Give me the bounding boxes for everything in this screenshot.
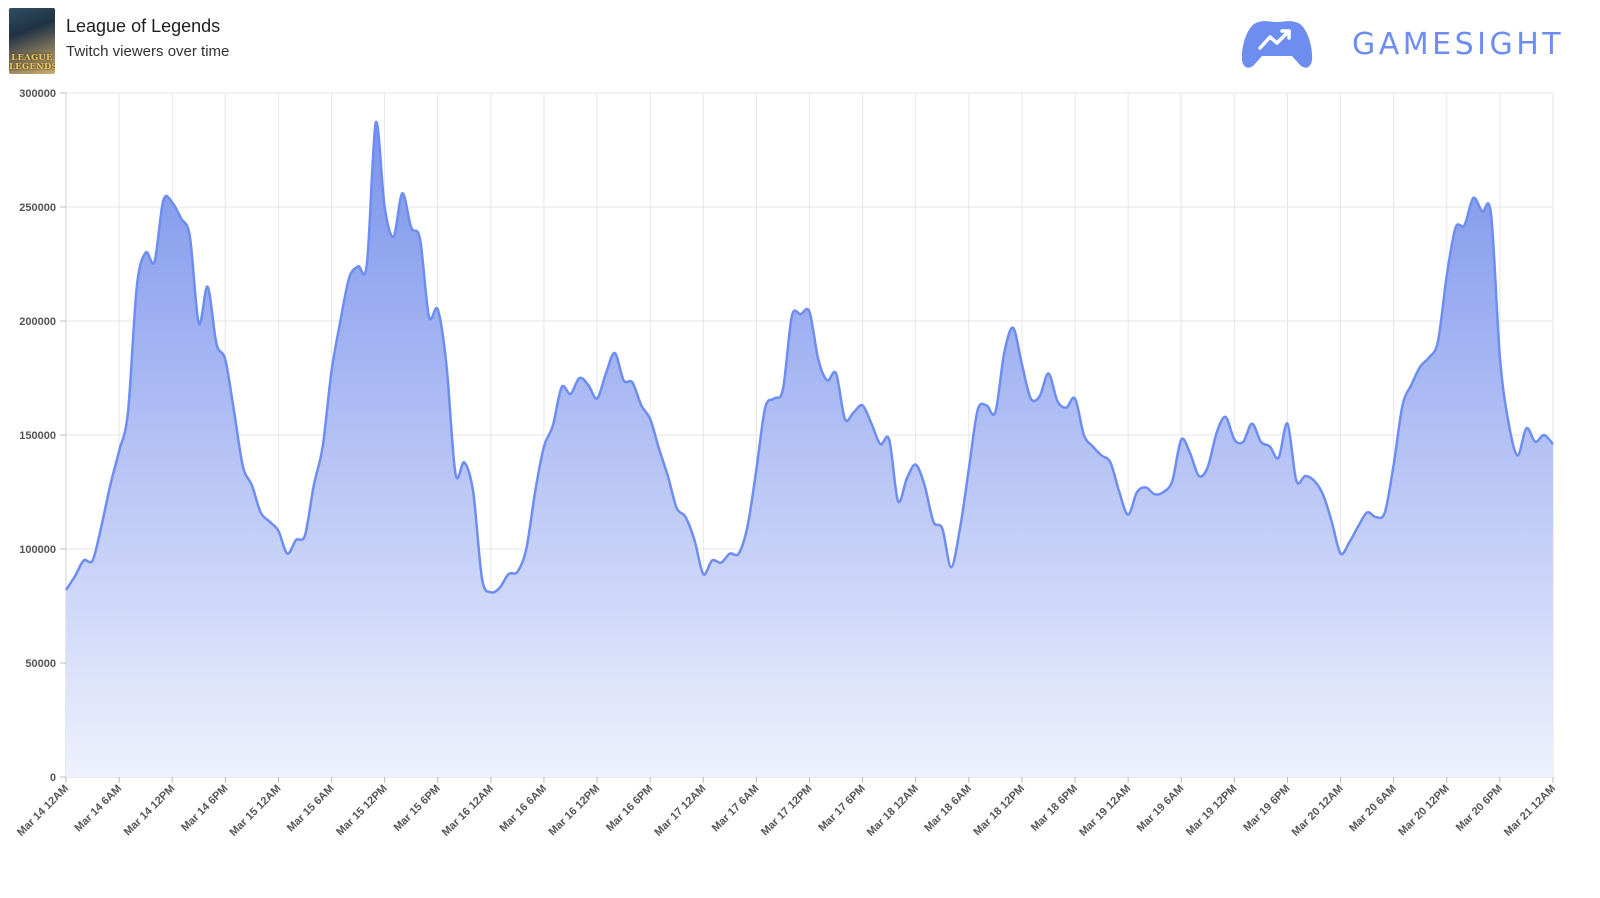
x-tick-label: Mar 18 12PM — [971, 783, 1027, 839]
x-tick-label: Mar 18 6PM — [1029, 783, 1080, 834]
thumbnail-text-line2: LEGENDS — [9, 62, 55, 72]
x-tick-label: Mar 20 6PM — [1454, 783, 1505, 834]
x-tick-label: Mar 16 12PM — [547, 783, 603, 839]
y-tick-label: 100000 — [19, 544, 56, 556]
x-tick-label: Mar 19 6AM — [1135, 783, 1187, 835]
y-tick-label: 200000 — [19, 316, 56, 328]
y-tick-label: 300000 — [19, 88, 56, 100]
viewers-line — [64, 120, 1554, 594]
game-title: League of Legends — [66, 16, 221, 36]
x-tick-label: Mar 17 12PM — [759, 783, 815, 839]
x-tick-label: Mar 20 12AM — [1290, 783, 1346, 839]
brand-name: GAMESIGHT — [1352, 27, 1565, 62]
x-tick-label: Mar 15 12AM — [228, 783, 284, 839]
x-tick-label: Mar 17 6AM — [710, 783, 762, 835]
x-tick-label: Mar 15 6PM — [392, 783, 443, 834]
x-tick-label: Mar 16 6PM — [604, 783, 655, 834]
x-tick-label: Mar 16 12AM — [440, 783, 496, 839]
y-tick-label: 0 — [50, 772, 56, 784]
y-axis-ticks: 0 50000 100000 150000 200000 250000 300000 — [19, 88, 66, 784]
x-tick-label: Mar 19 6PM — [1241, 783, 1292, 834]
viewers-area — [66, 121, 1553, 777]
x-tick-label: Mar 14 6PM — [179, 783, 230, 834]
y-tick-label: 150000 — [19, 430, 56, 442]
x-tick-label: Mar 18 6AM — [922, 783, 974, 835]
x-tick-label: Mar 17 6PM — [816, 783, 867, 834]
x-tick-label: Mar 21 12AM — [1502, 783, 1558, 839]
x-tick-label: Mar 18 12AM — [865, 783, 921, 839]
y-tick-label: 250000 — [19, 202, 56, 214]
x-tick-label: Mar 19 12PM — [1184, 783, 1240, 839]
x-tick-label: Mar 19 12AM — [1077, 783, 1133, 839]
x-tick-label: Mar 20 6AM — [1347, 783, 1399, 835]
gamepad-trend-icon — [1241, 21, 1313, 68]
x-tick-label: Mar 17 12AM — [652, 783, 708, 839]
x-tick-label: Mar 14 12PM — [122, 783, 178, 839]
chart-subtitle: Twitch viewers over time — [66, 43, 230, 60]
game-thumbnail: LEAGUE LEGENDS — [9, 8, 55, 74]
y-tick-label: 50000 — [25, 658, 56, 670]
x-tick-label: Mar 20 12PM — [1396, 783, 1452, 839]
x-tick-label: Mar 14 12AM — [15, 783, 71, 839]
thumbnail-text-line1: LEAGUE — [11, 53, 53, 63]
x-tick-label: Mar 15 6AM — [285, 783, 337, 835]
x-tick-label: Mar 14 6AM — [73, 783, 125, 835]
x-tick-label: Mar 15 12PM — [334, 783, 390, 839]
x-tick-label: Mar 16 6AM — [497, 783, 549, 835]
